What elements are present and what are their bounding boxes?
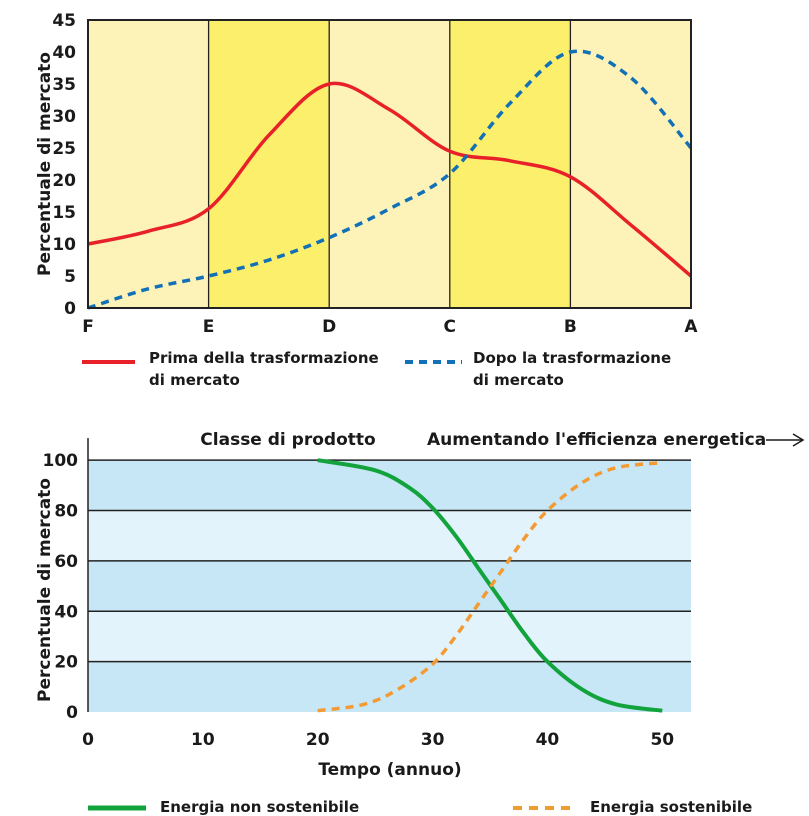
c1-series-line-0	[87, 81, 693, 278]
c1-band-2	[329, 20, 450, 308]
c1-x-tick-0: F	[82, 317, 94, 337]
arrow-right-icon	[766, 433, 805, 447]
chart-market-transformation: 0 5 10 15 20 25 30 35 40 45 F E D C B A Percentuale di…	[35, 11, 698, 389]
c2-y-tick-2: 40	[54, 602, 78, 622]
c1-band-0	[88, 20, 209, 308]
c1-y-tick-6: 30	[52, 107, 76, 127]
c1-band-1	[208, 20, 330, 308]
c1-y-tick-5: 25	[52, 139, 76, 159]
c2-y-axis-label: Percentuale di mercato	[35, 478, 55, 702]
c2-y-ticks: 0 20 40 60 80 100	[43, 451, 79, 723]
c1-legend-label-dopo-1: Dopo la trasformazione	[473, 349, 671, 367]
c1-y-tick-4: 20	[52, 171, 76, 191]
c2-legend-label-sostenibile: Energia sostenibile	[590, 798, 752, 816]
c2-x-tick-1: 10	[191, 730, 215, 750]
c2-y-tick-0: 0	[66, 703, 78, 723]
c1-band-3	[449, 20, 571, 308]
c2-series-line-1	[317, 460, 663, 713]
c1-dividers	[207, 20, 572, 308]
c2-band-4	[88, 460, 691, 511]
c2-band-3	[88, 510, 691, 561]
c2-band-2	[88, 560, 691, 612]
c1-legend: Prima della trasformazione di mercato Do…	[82, 349, 671, 389]
c1-x-tick-1: E	[203, 317, 215, 337]
c1-y-tick-3: 15	[52, 203, 76, 223]
c1-legend-label-dopo-2: di mercato	[473, 371, 564, 389]
c2-legend-label-non-sostenibile: Energia non sostenibile	[160, 798, 359, 816]
c2-y-tick-4: 80	[54, 502, 78, 522]
c2-gridlines	[88, 459, 691, 663]
c1-band-4	[570, 20, 691, 308]
c1-x-tick-2: D	[322, 317, 336, 337]
c1-y-ticks: 0 5 10 15 20 25 30 35 40 45	[52, 11, 76, 319]
c1-series	[87, 49, 693, 310]
c2-band-1	[88, 611, 691, 662]
c2-x-tick-3: 30	[421, 730, 445, 750]
c1-y-tick-0: 0	[64, 299, 76, 319]
c2-x-tick-2: 20	[306, 730, 330, 750]
c1-y-tick-1: 5	[64, 267, 76, 287]
c2-x-tick-4: 40	[536, 730, 560, 750]
c2-x-axis-label: Tempo (annuo)	[318, 760, 461, 780]
c2-y-tick-1: 20	[54, 653, 78, 673]
c2-header-right: Aumentando l'efficienza energetica	[427, 430, 766, 450]
c2-y-tick-3: 60	[54, 552, 78, 572]
c1-y-tick-2: 10	[52, 235, 76, 255]
c1-y-axis-label: Percentuale di mercato	[35, 52, 55, 276]
c1-series-line-1	[87, 49, 693, 310]
c2-legend: Energia non sostenibile Energia sostenib…	[88, 798, 752, 816]
c1-y-tick-9: 45	[52, 11, 76, 31]
c1-x-tick-4: B	[564, 317, 577, 337]
c2-x-ticks: 0 10 20 30 40 50	[82, 730, 674, 750]
c1-x-tick-3: C	[444, 317, 456, 337]
c1-plot-frame	[87, 19, 692, 309]
c2-band-0	[88, 661, 691, 712]
c1-y-tick-8: 40	[52, 43, 76, 63]
c2-x-tick-0: 0	[82, 730, 94, 750]
c2-bands	[88, 460, 691, 712]
c2-header-left: Classe di prodotto	[200, 430, 375, 450]
c1-legend-label-prima-1: Prima della trasformazione	[149, 349, 379, 367]
c2-y-tick-5: 100	[43, 451, 79, 471]
chart-energy-efficiency: 0 20 40 60 80 100 0 10 20 30 40 50 Percentuale di …	[35, 430, 805, 816]
c1-bands	[88, 20, 691, 308]
c1-y-tick-7: 35	[52, 75, 76, 95]
c1-legend-label-prima-2: di mercato	[149, 371, 240, 389]
c2-series	[317, 458, 663, 713]
c2-x-tick-5: 50	[650, 730, 674, 750]
c1-x-tick-5: A	[684, 317, 698, 337]
